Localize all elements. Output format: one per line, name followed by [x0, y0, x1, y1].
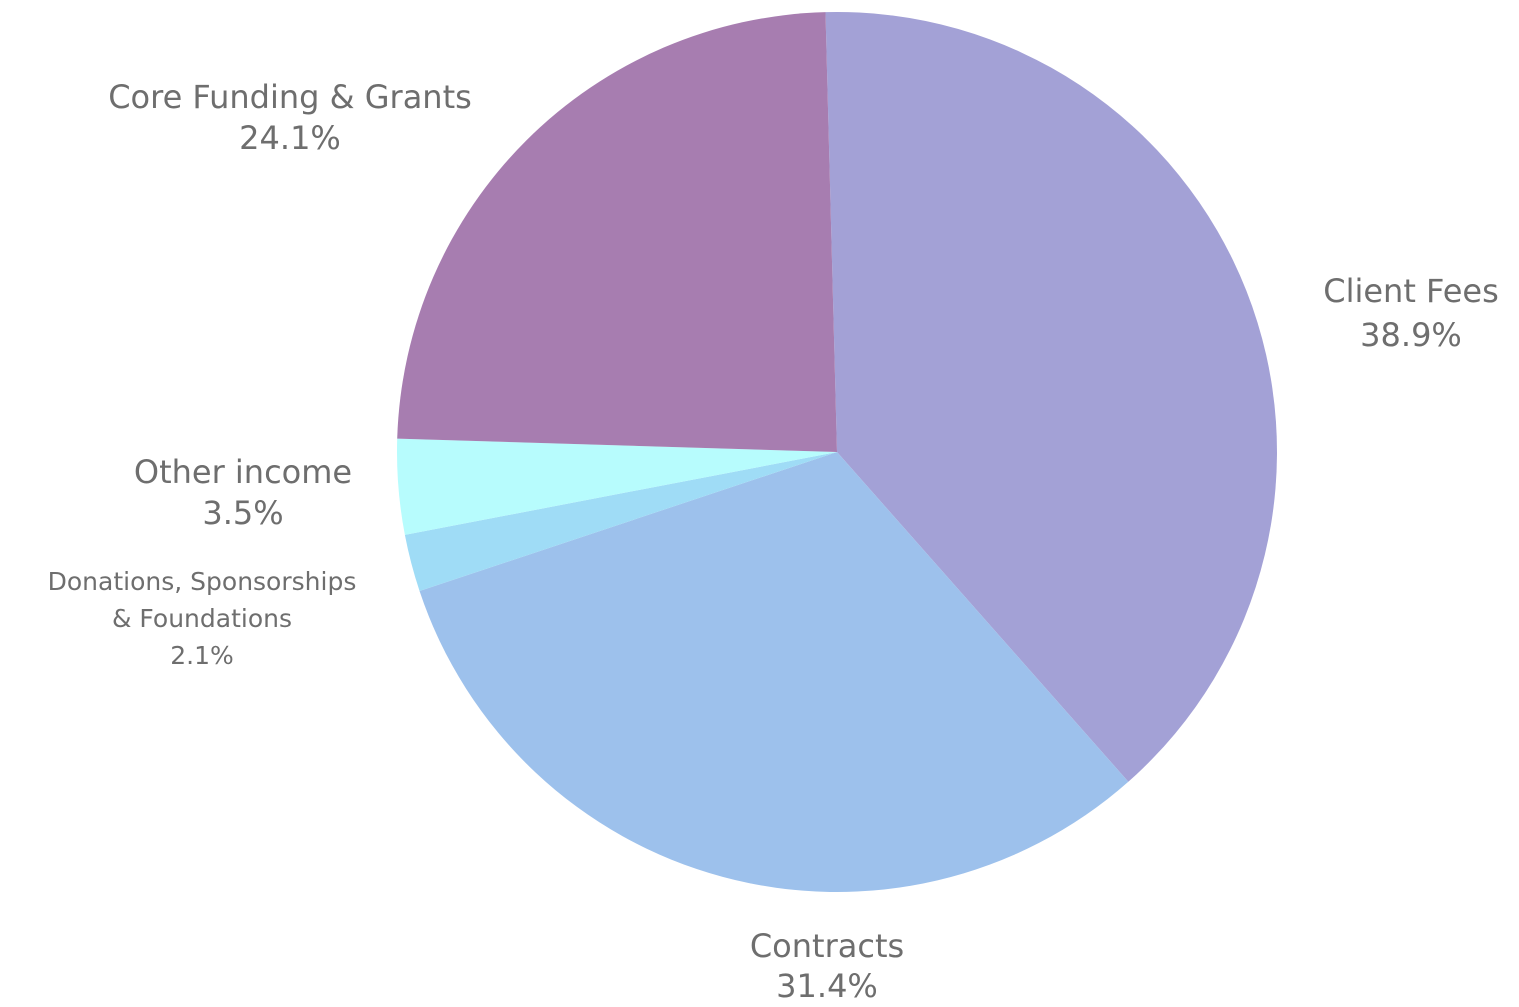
slice-label-line: Donations, Sponsorships: [48, 567, 357, 596]
slice-label-line: Core Funding & Grants: [108, 78, 472, 116]
slice-label-line: 38.9%: [1360, 316, 1462, 354]
slice-label-contracts: Contracts 31.4%: [750, 927, 904, 1005]
pie-labels: Client Fees 38.9% Contracts 31.4% Donations,…: [48, 78, 1499, 1005]
pie-slices: [396, 11, 1277, 892]
slice-label-line: 3.5%: [202, 494, 283, 532]
pie-slice-client-fees: [825, 11, 1277, 782]
slice-label-line: Client Fees: [1323, 272, 1499, 310]
slice-label-core-funding-grants: Core Funding & Grants 24.1%: [108, 78, 472, 157]
slice-label-client-fees: Client Fees 38.9%: [1323, 272, 1499, 354]
slice-label-line: & Foundations: [112, 604, 292, 633]
slice-label-line: 24.1%: [239, 119, 341, 157]
pie-slice-other-income: [396, 438, 837, 535]
pie-slice-contracts: [419, 452, 1129, 892]
slice-label-donations-sponsorships-foundations: Donations, Sponsorships & Foundations 2.1%: [48, 567, 357, 670]
pie-slice-core-funding-grants: [397, 12, 837, 453]
slice-label-line: Contracts: [750, 927, 904, 965]
slice-label-other-income: Other income 3.5%: [134, 453, 352, 532]
slice-label-line: 31.4%: [776, 967, 878, 1005]
slice-label-line: 2.1%: [170, 641, 234, 670]
slice-label-line: Other income: [134, 453, 352, 491]
pie-slice-donations-sponsorships-foundations: [404, 452, 837, 592]
